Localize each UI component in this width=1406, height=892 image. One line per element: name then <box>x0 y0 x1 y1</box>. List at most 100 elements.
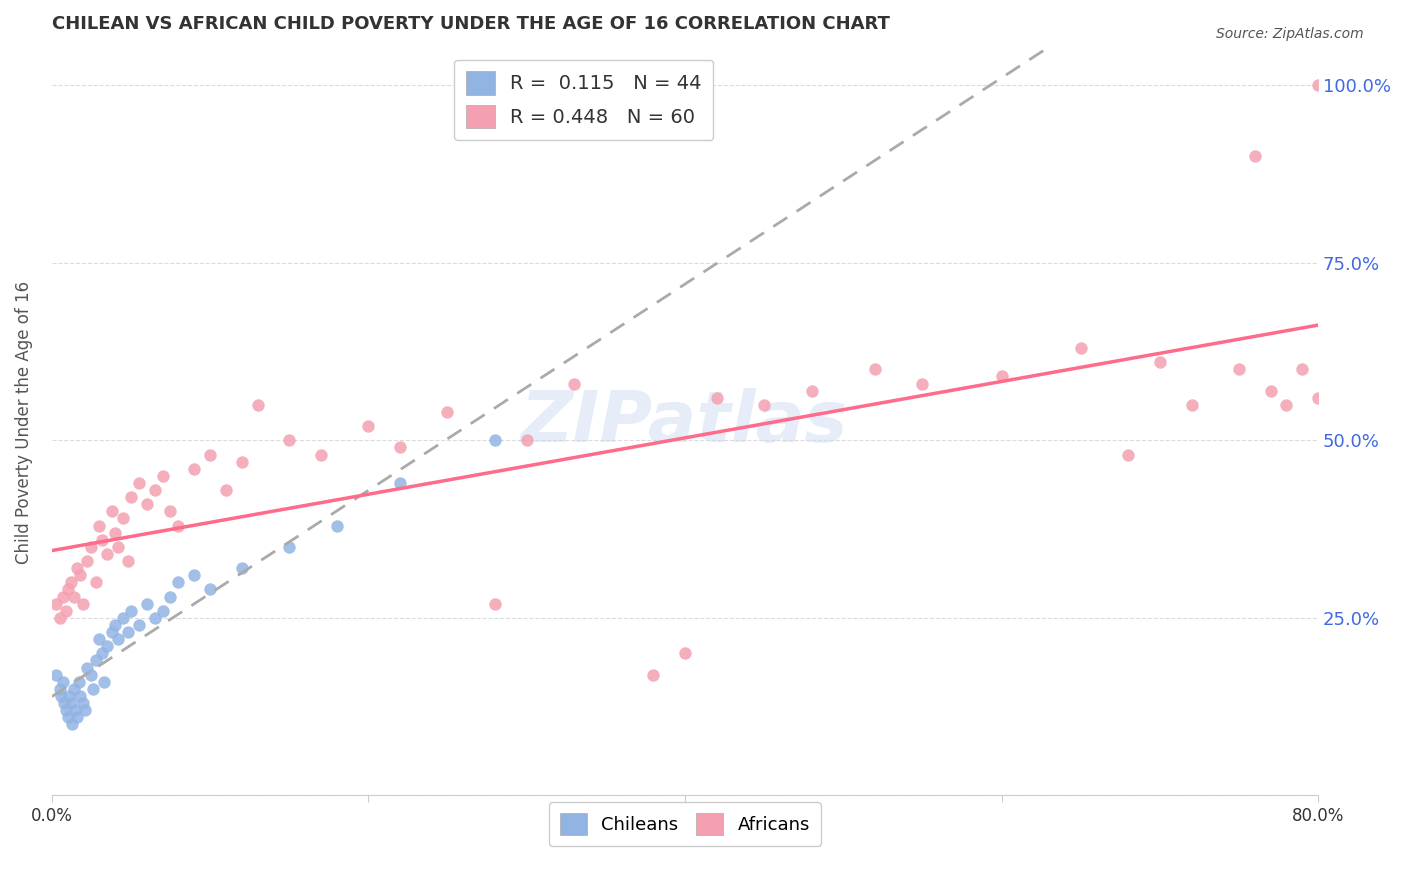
Point <box>863 362 886 376</box>
Point <box>278 434 301 448</box>
Point <box>198 448 221 462</box>
Point <box>117 625 139 640</box>
Legend: Chileans, Africans: Chileans, Africans <box>548 802 821 846</box>
Point <box>357 419 380 434</box>
Point <box>104 618 127 632</box>
Point <box>80 667 103 681</box>
Point <box>1116 448 1139 462</box>
Point <box>59 575 82 590</box>
Point <box>91 533 114 547</box>
Point <box>45 597 67 611</box>
Y-axis label: Child Poverty Under the Age of 16: Child Poverty Under the Age of 16 <box>15 281 32 564</box>
Point <box>1243 149 1265 163</box>
Point <box>91 646 114 660</box>
Point <box>73 703 96 717</box>
Point <box>484 434 506 448</box>
Point <box>159 590 181 604</box>
Point <box>1275 398 1298 412</box>
Point <box>52 674 75 689</box>
Point <box>673 646 696 660</box>
Point <box>120 604 142 618</box>
Point <box>111 611 134 625</box>
Point <box>143 483 166 497</box>
Point <box>82 681 104 696</box>
Text: ZIPatlas: ZIPatlas <box>522 388 849 457</box>
Point <box>128 475 150 490</box>
Point <box>135 497 157 511</box>
Point <box>55 703 77 717</box>
Point <box>1308 391 1330 405</box>
Point <box>800 384 823 398</box>
Text: Source: ZipAtlas.com: Source: ZipAtlas.com <box>1216 27 1364 41</box>
Point <box>231 561 253 575</box>
Point <box>101 625 124 640</box>
Point <box>167 518 190 533</box>
Point <box>51 689 73 703</box>
Point <box>48 611 70 625</box>
Point <box>63 681 86 696</box>
Point <box>89 632 111 647</box>
Point <box>58 689 80 703</box>
Point <box>183 462 205 476</box>
Point <box>309 448 332 462</box>
Point <box>388 441 411 455</box>
Point <box>278 540 301 554</box>
Point <box>325 518 347 533</box>
Point <box>198 582 221 597</box>
Point <box>117 554 139 568</box>
Point <box>96 640 118 654</box>
Point <box>1227 362 1250 376</box>
Point <box>69 689 91 703</box>
Point <box>231 455 253 469</box>
Point <box>246 398 269 412</box>
Point <box>96 547 118 561</box>
Point <box>63 590 86 604</box>
Point <box>76 660 98 674</box>
Point <box>84 575 107 590</box>
Point <box>1070 341 1092 355</box>
Point <box>56 582 79 597</box>
Point <box>152 604 174 618</box>
Point <box>104 525 127 540</box>
Point <box>911 376 934 391</box>
Point <box>388 475 411 490</box>
Point <box>45 667 67 681</box>
Point <box>516 434 538 448</box>
Point <box>53 696 76 710</box>
Point <box>76 554 98 568</box>
Point <box>990 369 1012 384</box>
Point <box>56 710 79 724</box>
Point <box>80 540 103 554</box>
Point <box>484 597 506 611</box>
Point <box>562 376 585 391</box>
Point <box>436 405 458 419</box>
Point <box>1308 78 1330 93</box>
Point <box>1260 384 1282 398</box>
Point <box>135 597 157 611</box>
Point <box>101 504 124 518</box>
Point <box>1180 398 1202 412</box>
Point <box>107 540 129 554</box>
Text: CHILEAN VS AFRICAN CHILD POVERTY UNDER THE AGE OF 16 CORRELATION CHART: CHILEAN VS AFRICAN CHILD POVERTY UNDER T… <box>52 15 890 33</box>
Point <box>59 696 82 710</box>
Point <box>107 632 129 647</box>
Point <box>60 717 83 731</box>
Point <box>55 604 77 618</box>
Point <box>706 391 728 405</box>
Point <box>84 653 107 667</box>
Point <box>66 561 89 575</box>
Point <box>66 710 89 724</box>
Point <box>89 518 111 533</box>
Point <box>143 611 166 625</box>
Point <box>52 590 75 604</box>
Point <box>215 483 238 497</box>
Point <box>128 618 150 632</box>
Point <box>183 568 205 582</box>
Point <box>643 667 665 681</box>
Point <box>152 468 174 483</box>
Point <box>159 504 181 518</box>
Point <box>167 575 190 590</box>
Point <box>65 703 87 717</box>
Point <box>752 398 775 412</box>
Point <box>1291 362 1313 376</box>
